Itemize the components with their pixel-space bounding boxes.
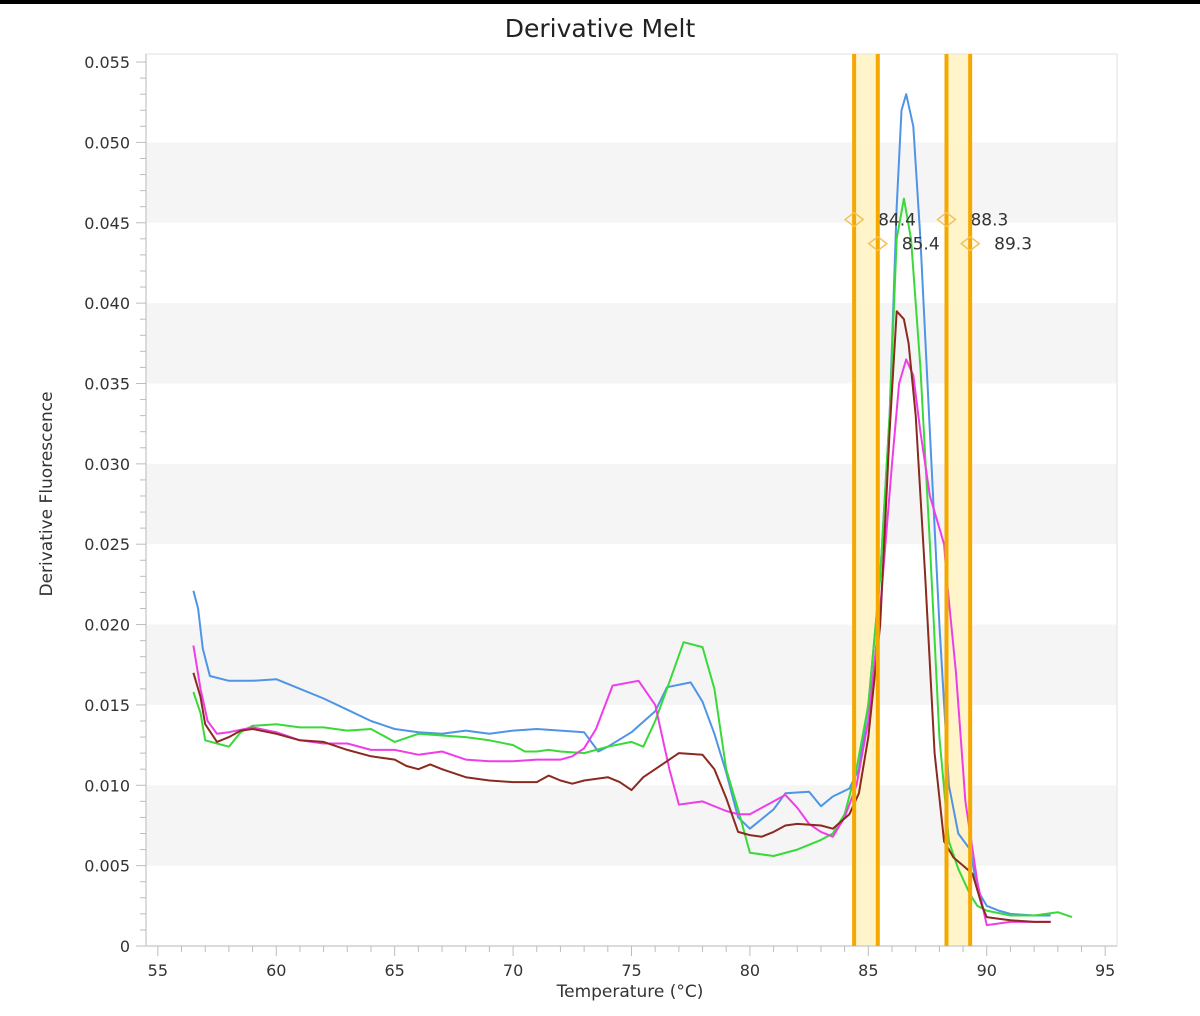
- y-axis-label: Derivative Fluorescence: [37, 391, 57, 596]
- marker-label: 89.3: [994, 235, 1032, 255]
- series-line-1: [192, 93, 1051, 917]
- series-line-4: [192, 310, 1051, 923]
- x-tick-label: 65: [384, 961, 404, 980]
- marker-diamond: [867, 235, 889, 252]
- x-tick-label: 70: [503, 961, 523, 980]
- marker-diamond: [936, 211, 957, 228]
- series-line-2: [192, 197, 1073, 919]
- y-tick-label: 0.050: [84, 133, 130, 152]
- y-tick-label: 0.020: [84, 616, 130, 635]
- x-tick-label: 60: [266, 961, 286, 980]
- marker-region: [946, 54, 971, 946]
- x-tick-label: 90: [977, 961, 997, 980]
- grid-band-top: [146, 54, 1117, 63]
- series-line-3: [192, 358, 1051, 927]
- temperature-markers: 84.4 85.4 88.3 89.3: [843, 54, 1032, 946]
- marker-region: [854, 54, 878, 946]
- x-tick-label: 95: [1095, 961, 1115, 980]
- x-axis-label: Temperature (°C): [556, 982, 704, 1002]
- chart-title: Derivative Melt: [504, 14, 696, 43]
- series-lines: [192, 93, 1073, 927]
- y-tick-label: 0.025: [84, 535, 130, 554]
- y-tick-label: 0: [120, 937, 130, 956]
- y-tick-label: 0.010: [84, 776, 130, 795]
- marker-diamond: [843, 211, 865, 228]
- marker-diamond: [959, 235, 981, 252]
- y-tick-label: 0.005: [84, 857, 130, 876]
- x-tick-label: 85: [858, 961, 878, 980]
- y-tick-label: 0.035: [84, 374, 130, 393]
- axes: 0 0.005 0.010 0.015 0.020 0.025 0.030 0.035 0.04…: [84, 53, 1118, 980]
- y-tick-label: 0.045: [84, 214, 130, 233]
- marker-label: 84.4: [878, 211, 916, 231]
- y-tick-label: 0.040: [84, 294, 130, 313]
- top-rule: [0, 0, 1200, 4]
- y-tick-label: 0.030: [84, 455, 130, 474]
- marker-label: 85.4: [902, 235, 940, 255]
- x-tick-label: 80: [740, 961, 760, 980]
- x-tick-label: 55: [148, 961, 168, 980]
- y-tick-label: 0.055: [84, 53, 130, 72]
- x-tick-label: 75: [621, 961, 641, 980]
- marker-label: 88.3: [970, 211, 1008, 231]
- marker-regions: [854, 54, 971, 946]
- y-tick-label: 0.015: [84, 696, 130, 715]
